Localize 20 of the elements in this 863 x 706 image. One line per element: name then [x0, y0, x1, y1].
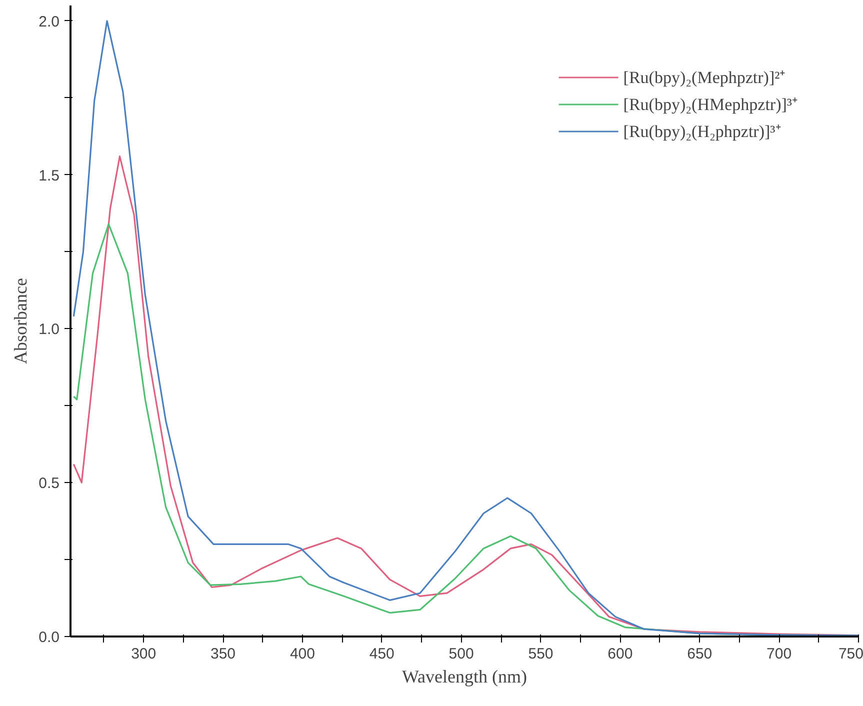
x-tick-label: 700: [766, 646, 792, 662]
x-tick-label: 450: [369, 646, 394, 662]
legend-label: [Ru(bpy)₂(H₂phpztr)]³⁺: [623, 121, 782, 142]
legend-label: [Ru(bpy)₂(HMephpztr)]³⁺: [623, 94, 798, 115]
x-axis-title: Wavelength (nm): [402, 666, 528, 686]
x-tick-label: 650: [687, 646, 712, 662]
x-tick-label: 500: [448, 646, 474, 662]
y-tick-label: 0.0: [38, 629, 60, 646]
x-tick-label: 550: [528, 646, 554, 662]
y-tick-label: 0.5: [38, 475, 60, 492]
x-tick-label: 600: [608, 646, 633, 662]
y-axis-title: Absorbance: [10, 278, 31, 364]
y-tick-label: 1.5: [38, 167, 60, 184]
x-tick-label: 300: [131, 646, 156, 662]
x-tick-label: 750: [838, 646, 863, 662]
x-tick-label: 350: [210, 646, 236, 662]
y-tick-label: 1.0: [38, 321, 60, 338]
legend-label: [Ru(bpy)₂(Mephpztr)]²⁺: [623, 67, 786, 88]
y-tick-label: 2.0: [38, 13, 60, 30]
x-tick-label: 400: [290, 646, 315, 662]
